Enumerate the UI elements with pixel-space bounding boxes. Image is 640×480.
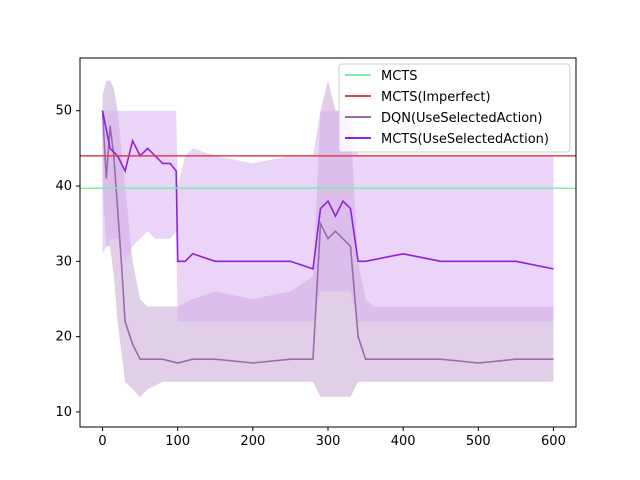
series-line-0 (101, 110, 554, 364)
legend-label: DQN(UseSelectedAction) (381, 111, 542, 126)
series-line-1 (101, 110, 554, 270)
y-tick-label: 20 (55, 330, 72, 345)
legend-label: MCTS(Imperfect) (381, 90, 491, 105)
x-tick-label: 300 (316, 434, 341, 449)
x-tick-label: 600 (541, 434, 566, 449)
y-tick-label: 40 (55, 179, 72, 194)
plot-area (80, 80, 576, 397)
legend-label: MCTS (381, 69, 418, 84)
legend-box (338, 63, 571, 153)
x-tick-label: 100 (165, 434, 190, 449)
x-tick-label: 400 (391, 434, 416, 449)
legend: MCTS MCTS(Imperfect) DQN(UseSelectedAction… (338, 63, 571, 153)
y-tick-label: 50 (55, 104, 72, 119)
series-band-1 (102, 110, 554, 322)
legend-label: MCTS(UseSelectedAction) (381, 132, 549, 147)
x-tick-label: 0 (98, 434, 106, 449)
x-tick-label: 200 (240, 434, 265, 449)
y-tick-label: 10 (55, 405, 72, 420)
axes: 0 100 200 300 400 500 600 10 20 30 40 50 (55, 104, 565, 449)
x-tick-label: 500 (466, 434, 491, 449)
y-tick-label: 30 (55, 254, 72, 269)
